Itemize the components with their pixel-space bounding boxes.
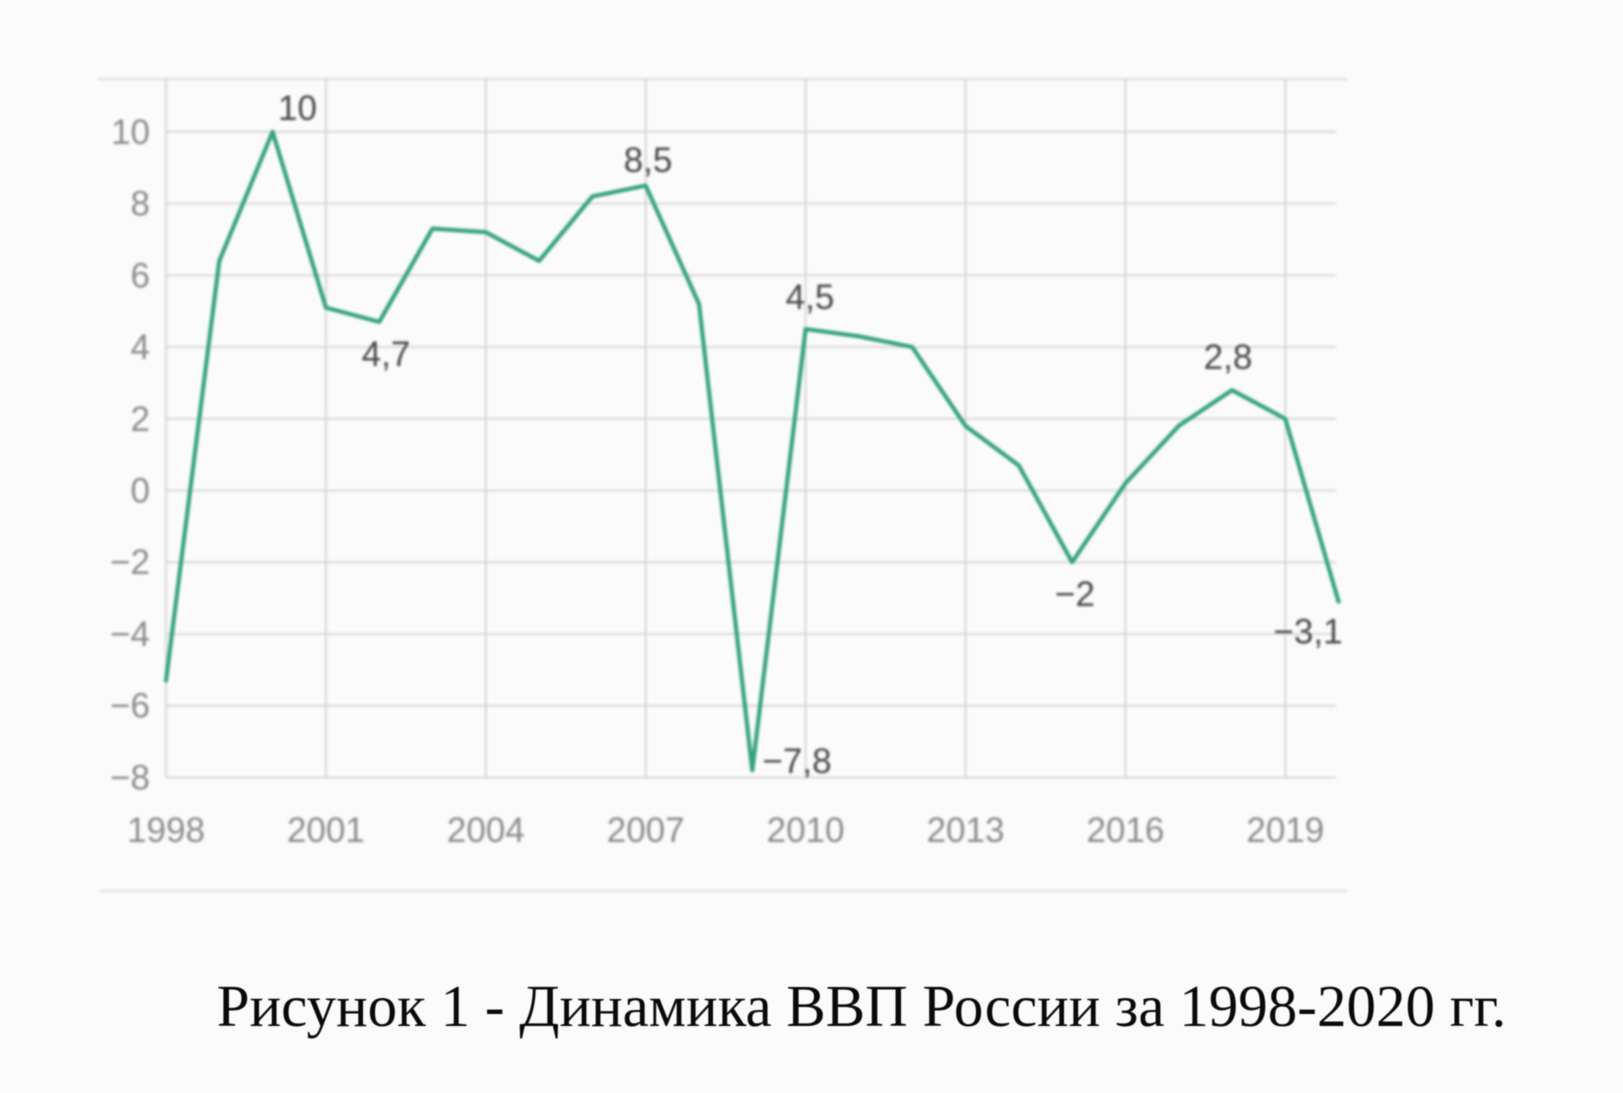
svg-text:6: 6	[131, 256, 150, 295]
svg-text:4: 4	[131, 328, 150, 367]
svg-text:0: 0	[131, 472, 150, 511]
svg-text:−7,8: −7,8	[762, 742, 831, 781]
svg-text:−8: −8	[110, 759, 150, 798]
svg-text:2019: 2019	[1246, 811, 1324, 850]
svg-text:8: 8	[131, 185, 150, 224]
svg-text:2016: 2016	[1086, 811, 1164, 850]
svg-text:−6: −6	[110, 687, 150, 726]
svg-text:−2: −2	[1055, 575, 1095, 614]
svg-text:2004: 2004	[447, 811, 525, 850]
svg-text:10: 10	[111, 113, 150, 152]
svg-text:2010: 2010	[767, 811, 845, 850]
svg-text:2001: 2001	[287, 811, 365, 850]
svg-text:2013: 2013	[927, 811, 1005, 850]
svg-text:2007: 2007	[607, 811, 685, 850]
svg-text:−2: −2	[110, 543, 150, 582]
svg-text:2: 2	[131, 400, 150, 439]
svg-text:4,5: 4,5	[786, 278, 835, 317]
svg-text:4,7: 4,7	[362, 335, 411, 374]
svg-text:−4: −4	[110, 615, 150, 654]
svg-text:1998: 1998	[127, 811, 205, 850]
svg-text:2,8: 2,8	[1204, 338, 1253, 377]
svg-text:10: 10	[278, 89, 317, 128]
svg-text:8,5: 8,5	[624, 141, 673, 180]
svg-text:−3,1: −3,1	[1273, 613, 1342, 652]
